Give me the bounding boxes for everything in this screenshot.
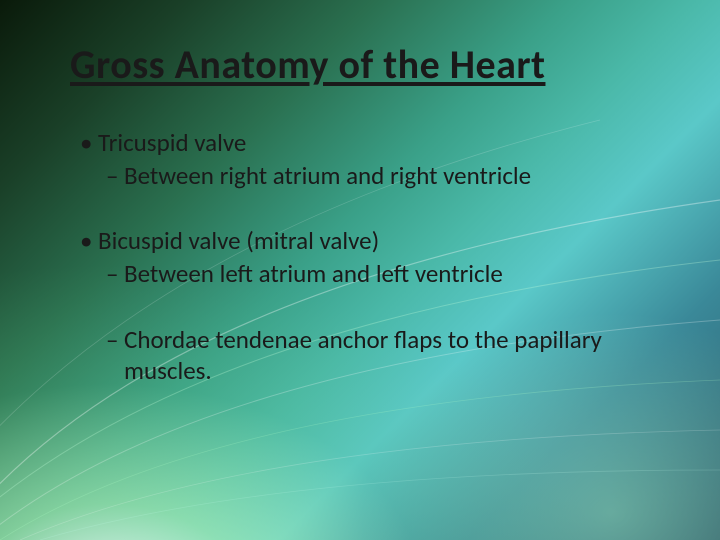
bullet-sub: Chordae tendenae anchor flaps to the pap… [98, 324, 650, 387]
bullet-sub: Between right atrium and right ventricle [98, 160, 650, 191]
bullet-group: Tricuspid valve Between right atrium and… [98, 127, 650, 191]
slide-content: Tricuspid valve Between right atrium and… [70, 127, 650, 386]
bullet-sub: Between left atrium and left ventricle [98, 258, 650, 289]
bullet-main: Tricuspid valve [98, 127, 650, 158]
bullet-main: Bicuspid valve (mitral valve) [98, 225, 650, 256]
bullet-group: Bicuspid valve (mitral valve) Between le… [98, 225, 650, 289]
bullet-group: Chordae tendenae anchor flaps to the pap… [98, 324, 650, 387]
slide: Gross Anatomy of the Heart Tricuspid val… [0, 0, 720, 540]
slide-title: Gross Anatomy of the Heart [70, 40, 650, 89]
